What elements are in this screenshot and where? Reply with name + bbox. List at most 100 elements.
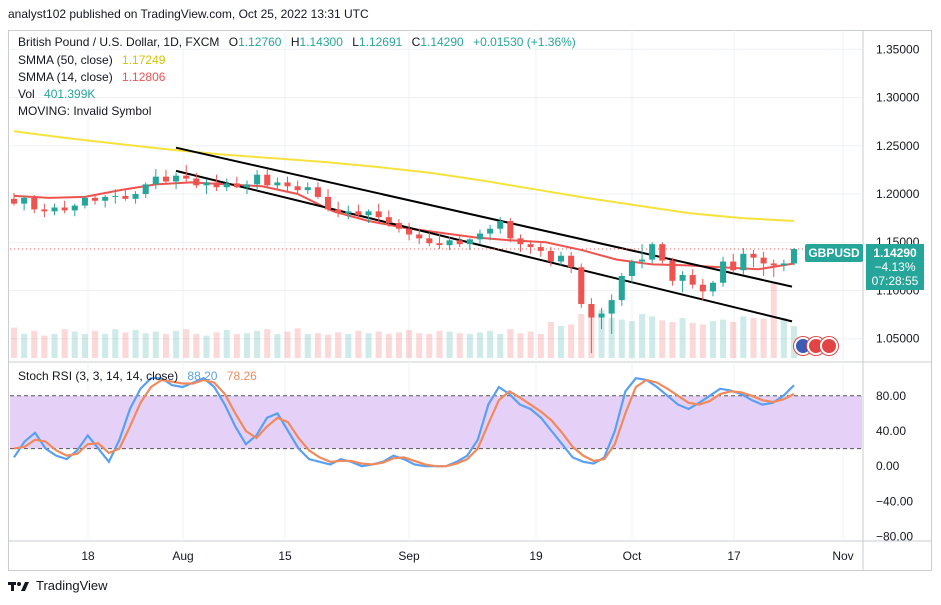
x-tick-label: Oct [623,549,642,563]
candle-body [426,238,433,244]
x-tick-label: Aug [172,549,193,563]
volume-bar [659,320,666,358]
candle-body [112,195,119,197]
candle-body [61,207,68,211]
volume-bar [193,334,200,358]
rsi-band [10,395,862,449]
rsi-k-value: 88.20 [187,369,218,383]
y-tick-label: 1.25000 [876,139,920,153]
volume-bar [92,330,99,358]
volume-bar [142,333,149,358]
ohlc-l-value: 1.12691 [358,35,403,49]
volume-bar [294,328,301,358]
candle-body [294,186,301,191]
volume-bar [527,331,534,358]
candle-body [740,253,747,271]
rsi-y-tick-label: 80.00 [876,389,906,403]
footer-brand[interactable]: TradingView [8,578,108,593]
volume-bar [639,314,646,358]
x-tick-label: Sep [398,549,420,563]
candle-body [132,194,139,199]
candle-body [102,196,109,201]
volume-bar [274,334,281,358]
symbol-title: British Pound / U.S. Dollar, 1D, FXCM [18,35,220,49]
candle-body [243,184,251,188]
volume-bar [233,334,240,358]
legend-symbol-row: British Pound / U.S. Dollar, 1D, FXCM O1… [18,35,576,49]
sma50-line [13,130,795,223]
candle-body [21,197,28,204]
volume-bar [284,331,291,358]
legend-moving-row[interactable]: MOVING: Invalid Symbol [18,104,151,118]
volume-bar [740,316,747,358]
volume-bar [132,330,139,358]
candle-body [264,174,271,186]
publisher-line: analyst102 published on TradingView.com,… [8,7,369,21]
x-tick-label: Nov [832,549,853,563]
candle-body [669,260,676,281]
volume-bar [223,330,230,358]
ohlc-o-value: 1.12760 [238,35,282,49]
candle-body [790,248,798,264]
x-tick-label: 19 [529,549,543,563]
candle-body [193,178,200,186]
x-tick-label: 15 [278,549,292,563]
volume-bar [760,318,767,358]
rsi-y-tick-label: 0.00 [876,459,900,473]
volume-bar [162,334,169,358]
volume-bar [173,330,180,358]
y-tick-label: 1.20000 [876,187,920,201]
volume-bar [112,329,119,358]
candle-body [578,267,585,304]
uk-flag-icon-2[interactable] [820,337,838,355]
last-price: 1.14290 [873,246,917,260]
candle-body [497,221,504,229]
candle-body [770,263,777,266]
volume-label: Vol [18,87,35,101]
volume-bar [669,322,676,358]
candle-body [679,275,686,281]
legend-sma14-row[interactable]: SMMA (14, close) 1.12806 [18,70,165,84]
volume-bar [21,334,28,358]
volume-bar [476,332,484,358]
volume-bar [598,310,605,358]
legend-rsi-row[interactable]: Stoch RSI (3, 3, 14, 14, close) 88.20 78… [18,369,257,383]
last-price-box: 1.14290 −4.13% 07:28:55 [866,244,924,290]
candle-body [365,211,372,216]
candle-body [618,276,625,301]
candle-body [183,175,190,179]
volume-bar [689,322,696,358]
candle-body [639,259,646,262]
volume-bar [395,332,402,358]
volume-bar [213,332,220,358]
volume-bar [304,334,311,358]
y-tick-label: 1.05000 [876,332,920,346]
volume-bar [31,330,38,358]
volume-bar [608,318,615,358]
volume-bar [730,322,737,358]
rsi-d-line [13,378,795,468]
volume-bar [507,329,514,358]
economic-events[interactable] [794,337,838,355]
volume-bar [568,324,575,358]
candle-body [699,284,706,292]
candle-body [456,240,463,245]
volume-bar [264,329,271,358]
volume-bar [557,326,565,358]
volume-bar [770,282,777,358]
volume-bar [51,334,58,358]
legend-volume-row[interactable]: Vol 401.399K [18,87,95,101]
volume-bar [254,330,261,358]
candle-body [284,182,291,187]
ohlc-c-label: C [411,35,421,49]
volume-bar [618,319,625,358]
change-value: +0.01530 (+1.36%) [473,35,576,49]
tradingview-logo-icon [8,581,29,591]
candle-body [345,211,352,214]
sma50-value: 1.17249 [122,53,166,67]
rsi-label: Stoch RSI (3, 3, 14, 14, close) [18,369,179,383]
legend-sma50-row[interactable]: SMMA (50, close) 1.17249 [18,53,165,67]
volume-bar [780,318,787,358]
candle-body [51,207,58,212]
